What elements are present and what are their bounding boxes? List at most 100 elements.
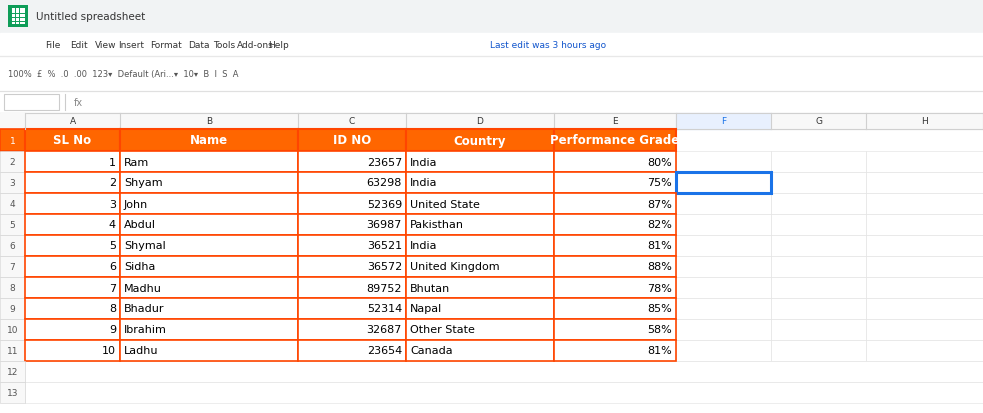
Bar: [406, 152, 554, 173]
Bar: [676, 194, 771, 214]
Bar: [771, 256, 866, 277]
Bar: [11, 9, 25, 25]
Bar: [8, 6, 28, 28]
Text: A: A: [70, 117, 76, 126]
Text: SL No: SL No: [53, 134, 91, 147]
Text: Insert: Insert: [118, 41, 144, 50]
Bar: [406, 298, 554, 319]
Bar: [866, 173, 983, 194]
Bar: [4, 95, 59, 111]
Text: 5: 5: [10, 221, 16, 230]
Bar: [25, 214, 120, 235]
Bar: [0, 319, 25, 340]
Bar: [554, 277, 676, 298]
Bar: [866, 235, 983, 256]
Bar: [0, 382, 25, 403]
Text: 10: 10: [7, 325, 19, 334]
Bar: [0, 92, 983, 114]
Bar: [298, 319, 406, 340]
Bar: [298, 152, 406, 173]
Text: 2: 2: [10, 158, 16, 166]
Text: 58%: 58%: [647, 325, 672, 335]
Text: Canada: Canada: [410, 346, 452, 356]
Bar: [406, 114, 554, 130]
Text: 2: 2: [109, 178, 116, 188]
Bar: [0, 235, 25, 256]
Bar: [120, 235, 298, 256]
Bar: [25, 130, 120, 152]
Text: 9: 9: [109, 325, 116, 335]
Text: 78%: 78%: [647, 283, 672, 293]
Text: B: B: [205, 117, 212, 126]
Text: 23657: 23657: [367, 157, 402, 167]
Text: Ladhu: Ladhu: [124, 346, 158, 356]
Bar: [406, 319, 554, 340]
Bar: [25, 114, 120, 130]
Bar: [554, 194, 676, 214]
Text: 7: 7: [109, 283, 116, 293]
Bar: [676, 340, 771, 361]
Bar: [771, 194, 866, 214]
Bar: [866, 319, 983, 340]
Bar: [0, 114, 983, 130]
Text: Performance Grade: Performance Grade: [550, 134, 679, 147]
Bar: [25, 194, 120, 214]
Text: India: India: [410, 241, 437, 251]
Text: D: D: [477, 117, 484, 126]
Text: Sidha: Sidha: [124, 262, 155, 272]
Bar: [120, 340, 298, 361]
Bar: [0, 0, 983, 34]
Text: United Kingdom: United Kingdom: [410, 262, 499, 272]
Text: India: India: [410, 178, 437, 188]
Text: G: G: [815, 117, 822, 126]
Bar: [771, 277, 866, 298]
Bar: [120, 256, 298, 277]
Text: Other State: Other State: [410, 325, 475, 335]
Text: Edit: Edit: [70, 41, 87, 50]
Bar: [406, 214, 554, 235]
Bar: [676, 114, 771, 130]
Bar: [676, 235, 771, 256]
Text: 8: 8: [109, 304, 116, 314]
Bar: [554, 114, 676, 130]
Bar: [0, 361, 25, 382]
Bar: [0, 130, 25, 152]
Bar: [120, 298, 298, 319]
Bar: [866, 152, 983, 173]
Text: Madhu: Madhu: [124, 283, 162, 293]
Bar: [676, 319, 771, 340]
Bar: [771, 114, 866, 130]
Text: India: India: [410, 157, 437, 167]
Bar: [120, 277, 298, 298]
Bar: [676, 298, 771, 319]
Bar: [866, 277, 983, 298]
Bar: [25, 235, 120, 256]
Bar: [771, 319, 866, 340]
Bar: [298, 114, 406, 130]
Text: 13: 13: [7, 388, 19, 397]
Text: View: View: [95, 41, 117, 50]
Text: 88%: 88%: [647, 262, 672, 272]
Bar: [676, 214, 771, 235]
Bar: [866, 214, 983, 235]
Bar: [298, 340, 406, 361]
Text: 32687: 32687: [367, 325, 402, 335]
Bar: [676, 152, 771, 173]
Bar: [406, 277, 554, 298]
Bar: [866, 114, 983, 130]
Text: E: E: [612, 117, 617, 126]
Bar: [554, 319, 676, 340]
Bar: [771, 152, 866, 173]
Bar: [0, 34, 983, 57]
Bar: [771, 298, 866, 319]
Bar: [120, 114, 298, 130]
Bar: [25, 298, 120, 319]
Bar: [406, 173, 554, 194]
Bar: [25, 277, 120, 298]
Text: 36521: 36521: [367, 241, 402, 251]
Text: Napal: Napal: [410, 304, 442, 314]
Text: Untitled spreadsheet: Untitled spreadsheet: [36, 12, 145, 22]
Text: Shyam: Shyam: [124, 178, 162, 188]
Text: Help: Help: [268, 41, 289, 50]
Bar: [0, 256, 25, 277]
